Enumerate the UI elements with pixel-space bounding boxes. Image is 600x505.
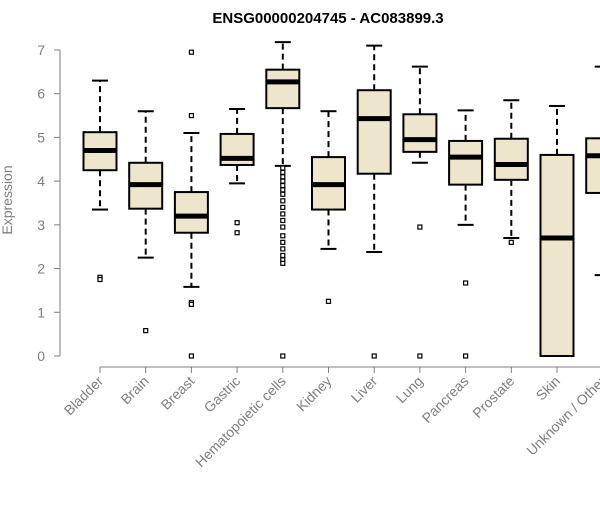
outlier-point — [281, 218, 285, 222]
box-hematopoietic-cells — [266, 42, 299, 358]
outlier-point — [418, 354, 422, 358]
x-tick-label: Pancreas — [419, 373, 472, 426]
outlier-point — [189, 114, 193, 118]
x-tick-label: Skin — [533, 373, 564, 404]
outlier-point — [189, 302, 193, 306]
y-tick-label: 0 — [37, 348, 45, 364]
outlier-point — [281, 199, 285, 203]
x-tick-label: Brain — [117, 373, 151, 407]
outlier-point — [464, 281, 468, 285]
box-liver — [358, 46, 391, 358]
y-axis-label: Expression — [0, 165, 15, 234]
outlier-point — [281, 188, 285, 192]
y-tick-label: 1 — [37, 304, 45, 320]
box-breast — [175, 50, 208, 358]
outlier-point — [189, 50, 193, 54]
box-unknown-other — [586, 43, 600, 358]
y-tick-label: 4 — [37, 173, 45, 189]
outlier-point — [281, 179, 285, 183]
outlier-point — [281, 354, 285, 358]
box-gastric — [221, 109, 254, 235]
x-tick-label: Liver — [348, 373, 381, 406]
box-prostate — [495, 100, 528, 244]
outlier-point — [464, 354, 468, 358]
outlier-point — [281, 166, 285, 170]
outlier-point — [235, 221, 239, 225]
outlier-point — [281, 205, 285, 209]
box-kidney — [312, 111, 345, 303]
x-tick-label: Lung — [393, 373, 426, 406]
outlier-point — [144, 329, 148, 333]
outlier-point — [281, 170, 285, 174]
box-skin — [541, 106, 574, 356]
outlier-point — [281, 234, 285, 238]
box-bladder — [84, 81, 117, 282]
outlier-point — [189, 354, 193, 358]
y-tick-label: 7 — [37, 42, 45, 58]
outlier-point — [509, 240, 513, 244]
outlier-point — [281, 240, 285, 244]
outlier-point — [372, 354, 376, 358]
iqr-box — [541, 155, 574, 356]
x-tick-label: Prostate — [469, 373, 517, 421]
iqr-box — [495, 139, 528, 180]
outlier-point — [281, 225, 285, 229]
outlier-point — [418, 225, 422, 229]
boxes-group — [84, 42, 600, 358]
box-brain — [129, 111, 162, 332]
x-tick-label: Breast — [158, 373, 198, 413]
x-tick-label: Hematopoietic cells — [192, 373, 289, 470]
iqr-box — [266, 70, 299, 108]
outlier-point — [281, 261, 285, 265]
outlier-point — [281, 175, 285, 179]
box-pancreas — [449, 110, 482, 358]
x-tick-label: Gastric — [201, 373, 244, 416]
y-tick-label: 5 — [37, 129, 45, 145]
chart-title: ENSG00000204745 - AC083899.3 — [212, 10, 443, 27]
y-axis: 0 1 2 3 4 5 6 7 — [37, 42, 60, 364]
y-tick-label: 6 — [37, 86, 45, 102]
iqr-box — [449, 141, 482, 185]
y-tick-label: 2 — [37, 261, 45, 277]
outlier-point — [281, 247, 285, 251]
outlier-point — [235, 231, 239, 235]
outlier-point — [281, 192, 285, 196]
iqr-box — [586, 138, 600, 193]
outlier-point — [98, 278, 102, 282]
x-tick-label: Bladder — [61, 373, 107, 419]
outlier-point — [281, 184, 285, 188]
iqr-box — [175, 192, 208, 233]
outlier-point — [281, 212, 285, 216]
outlier-point — [327, 299, 331, 303]
y-tick-label: 3 — [37, 217, 45, 233]
box-lung — [403, 67, 436, 358]
iqr-box — [358, 90, 391, 173]
x-tick-label: Kidney — [293, 373, 335, 415]
outlier-point — [281, 253, 285, 257]
iqr-box — [403, 114, 436, 152]
